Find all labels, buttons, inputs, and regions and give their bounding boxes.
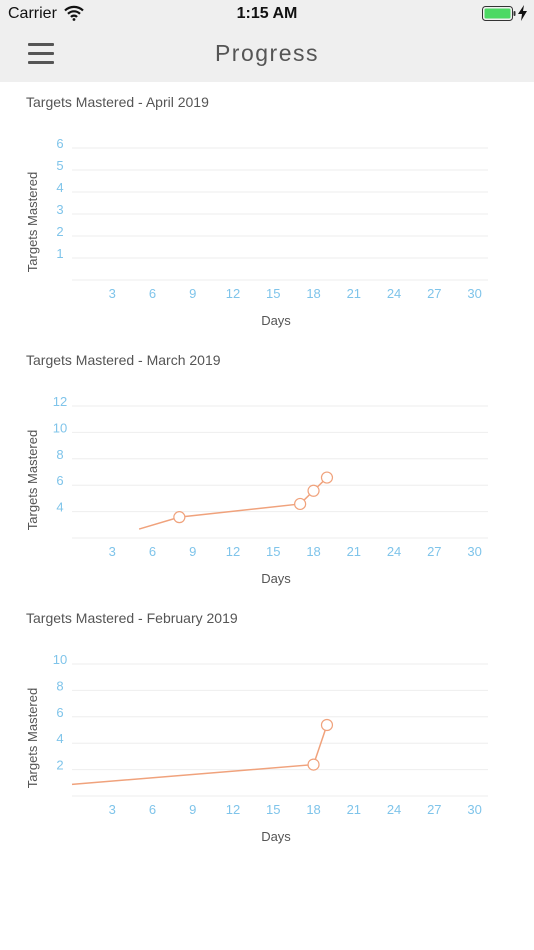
carrier-label: Carrier <box>8 5 57 22</box>
x-tick-label: 9 <box>189 544 196 559</box>
x-tick-label: 30 <box>467 286 481 301</box>
y-tick-label: 4 <box>56 180 63 195</box>
y-tick-label: 4 <box>56 731 63 746</box>
x-axis-label: Days <box>261 571 291 586</box>
x-tick-label: 12 <box>226 802 240 817</box>
y-axis-label: Targets Mastered <box>25 172 40 272</box>
status-bar: Carrier 1:15 AM <box>0 0 534 28</box>
x-tick-label: 12 <box>226 544 240 559</box>
y-tick-label: 8 <box>56 447 63 462</box>
y-tick-label: 8 <box>56 678 63 693</box>
x-tick-label: 9 <box>189 286 196 301</box>
data-point[interactable] <box>173 511 186 524</box>
x-tick-label: 18 <box>306 802 320 817</box>
y-tick-label: 4 <box>56 500 63 515</box>
y-tick-label: 10 <box>53 652 67 667</box>
x-tick-label: 18 <box>306 544 320 559</box>
data-point[interactable] <box>307 758 320 771</box>
chart-title-march: Targets Mastered - March 2019 <box>26 352 221 368</box>
x-tick-label: 6 <box>149 286 156 301</box>
x-tick-label: 24 <box>387 802 401 817</box>
y-axis-label: Targets Mastered <box>25 430 40 530</box>
x-tick-label: 15 <box>266 286 280 301</box>
y-tick-label: 1 <box>56 246 63 261</box>
x-tick-label: 21 <box>347 544 361 559</box>
x-tick-label: 27 <box>427 802 441 817</box>
data-point[interactable] <box>307 484 320 497</box>
x-tick-label: 6 <box>149 544 156 559</box>
charging-bolt-icon <box>518 5 527 21</box>
chart-title-february: Targets Mastered - February 2019 <box>26 610 238 626</box>
y-tick-label: 6 <box>56 473 63 488</box>
y-tick-label: 10 <box>53 420 67 435</box>
y-axis-label: Targets Mastered <box>25 688 40 788</box>
y-tick-label: 12 <box>53 394 67 409</box>
x-tick-label: 3 <box>109 802 116 817</box>
chart-title-april: Targets Mastered - April 2019 <box>26 94 209 110</box>
x-tick-label: 27 <box>427 544 441 559</box>
x-tick-label: 30 <box>467 802 481 817</box>
x-tick-label: 21 <box>347 802 361 817</box>
x-tick-label: 21 <box>347 286 361 301</box>
data-point[interactable] <box>320 471 334 484</box>
x-tick-label: 15 <box>266 802 280 817</box>
y-tick-label: 6 <box>56 705 63 720</box>
x-tick-label: 24 <box>387 544 401 559</box>
series-line <box>71 724 328 786</box>
x-tick-label: 24 <box>387 286 401 301</box>
x-tick-label: 6 <box>149 802 156 817</box>
y-tick-label: 3 <box>56 202 63 217</box>
x-tick-label: 27 <box>427 286 441 301</box>
x-tick-label: 15 <box>266 544 280 559</box>
x-axis-label: Days <box>261 829 291 844</box>
nav-bar: Progress <box>0 28 534 82</box>
x-tick-label: 3 <box>109 286 116 301</box>
y-tick-label: 2 <box>56 224 63 239</box>
y-tick-label: 5 <box>56 158 63 173</box>
data-point[interactable] <box>294 497 307 511</box>
hamburger-menu-icon[interactable] <box>28 42 54 66</box>
x-tick-label: 9 <box>189 802 196 817</box>
page-title: Progress <box>214 40 320 66</box>
x-axis-label: Days <box>261 313 291 328</box>
wifi-icon <box>64 5 84 21</box>
battery-icon <box>482 6 516 21</box>
x-tick-label: 3 <box>109 544 116 559</box>
y-tick-label: 6 <box>56 136 63 151</box>
status-time: 1:15 AM <box>236 5 298 22</box>
x-tick-label: 12 <box>226 286 240 301</box>
y-tick-label: 2 <box>56 758 63 773</box>
x-tick-label: 18 <box>306 286 320 301</box>
data-point[interactable] <box>320 718 334 732</box>
x-tick-label: 30 <box>467 544 481 559</box>
chart-march: 4 6 8 10 12 3 6 9 12 15 18 21 24 27 30 Days Targets Mast… <box>25 394 488 586</box>
